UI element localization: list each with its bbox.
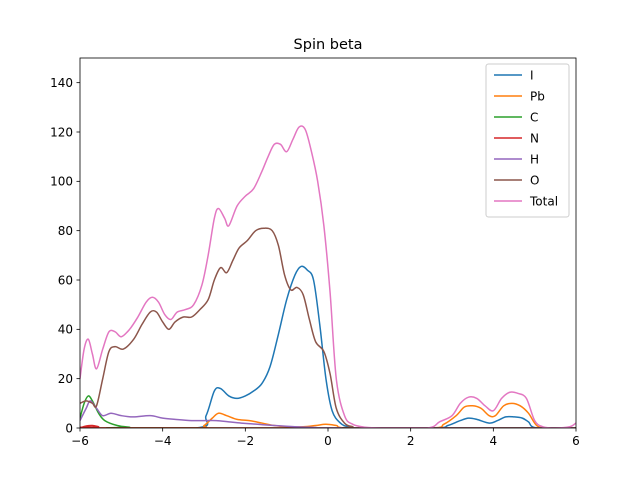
- series-line-i: [80, 265, 576, 428]
- legend-box: [485, 63, 570, 218]
- y-tick-label: 60: [58, 273, 73, 287]
- legend-label-o: O: [530, 173, 539, 187]
- x-tick-label: −4: [154, 434, 172, 448]
- x-tick-label: −2: [236, 434, 254, 448]
- x-tick-label: 2: [407, 434, 415, 448]
- x-tick-label: −6: [71, 434, 89, 448]
- y-tick-label: 20: [58, 372, 73, 386]
- legend-label-i: I: [530, 68, 534, 82]
- x-tick-label: 4: [490, 434, 498, 448]
- series-line-o: [80, 227, 576, 428]
- legend-label-total: Total: [529, 194, 558, 208]
- legend-label-c: C: [530, 110, 538, 124]
- x-tick-label: 6: [572, 434, 580, 448]
- y-tick-label: 40: [58, 323, 73, 337]
- legend-label-n: N: [530, 131, 539, 145]
- y-tick-label: 0: [65, 421, 73, 435]
- series-line-c: [80, 395, 576, 428]
- series-line-h: [80, 400, 576, 428]
- series-line-total: [80, 125, 576, 428]
- y-tick-label: 100: [50, 175, 73, 189]
- series-line-n: [80, 424, 576, 428]
- y-tick-label: 140: [50, 76, 73, 90]
- legend-label-h: H: [530, 152, 539, 166]
- x-tick-label: 0: [324, 434, 332, 448]
- legend-label-pb: Pb: [530, 89, 545, 103]
- series-layer: [80, 125, 576, 428]
- chart-title: Spin beta: [294, 37, 363, 53]
- y-tick-label: 120: [50, 125, 73, 139]
- y-tick-label: 80: [58, 224, 73, 238]
